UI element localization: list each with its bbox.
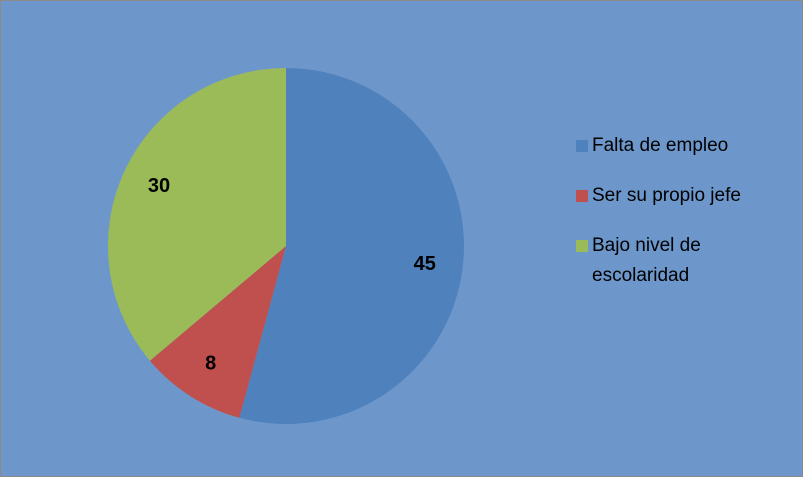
pie-slice <box>239 68 465 425</box>
legend-label: Falta de empleo <box>592 135 729 156</box>
pie-slice <box>149 246 286 418</box>
legend-label: Bajo nivel de escolaridad <box>592 235 701 286</box>
data-label: 30 <box>148 175 170 197</box>
legend-item: Ser su propio jefe <box>576 181 801 211</box>
data-label: 45 <box>414 253 436 275</box>
pie-slice <box>108 68 287 361</box>
legend-label: Ser su propio jefe <box>592 185 741 206</box>
legend-item: Bajo nivel de escolaridad <box>576 231 801 291</box>
data-label: 8 <box>205 352 216 374</box>
legend-swatch <box>576 240 588 252</box>
legend-swatch <box>576 190 588 202</box>
legend: Falta de empleo Ser su propio jefe Bajo ni… <box>576 131 801 311</box>
legend-item: Falta de empleo <box>576 131 801 161</box>
legend-swatch <box>576 140 588 152</box>
